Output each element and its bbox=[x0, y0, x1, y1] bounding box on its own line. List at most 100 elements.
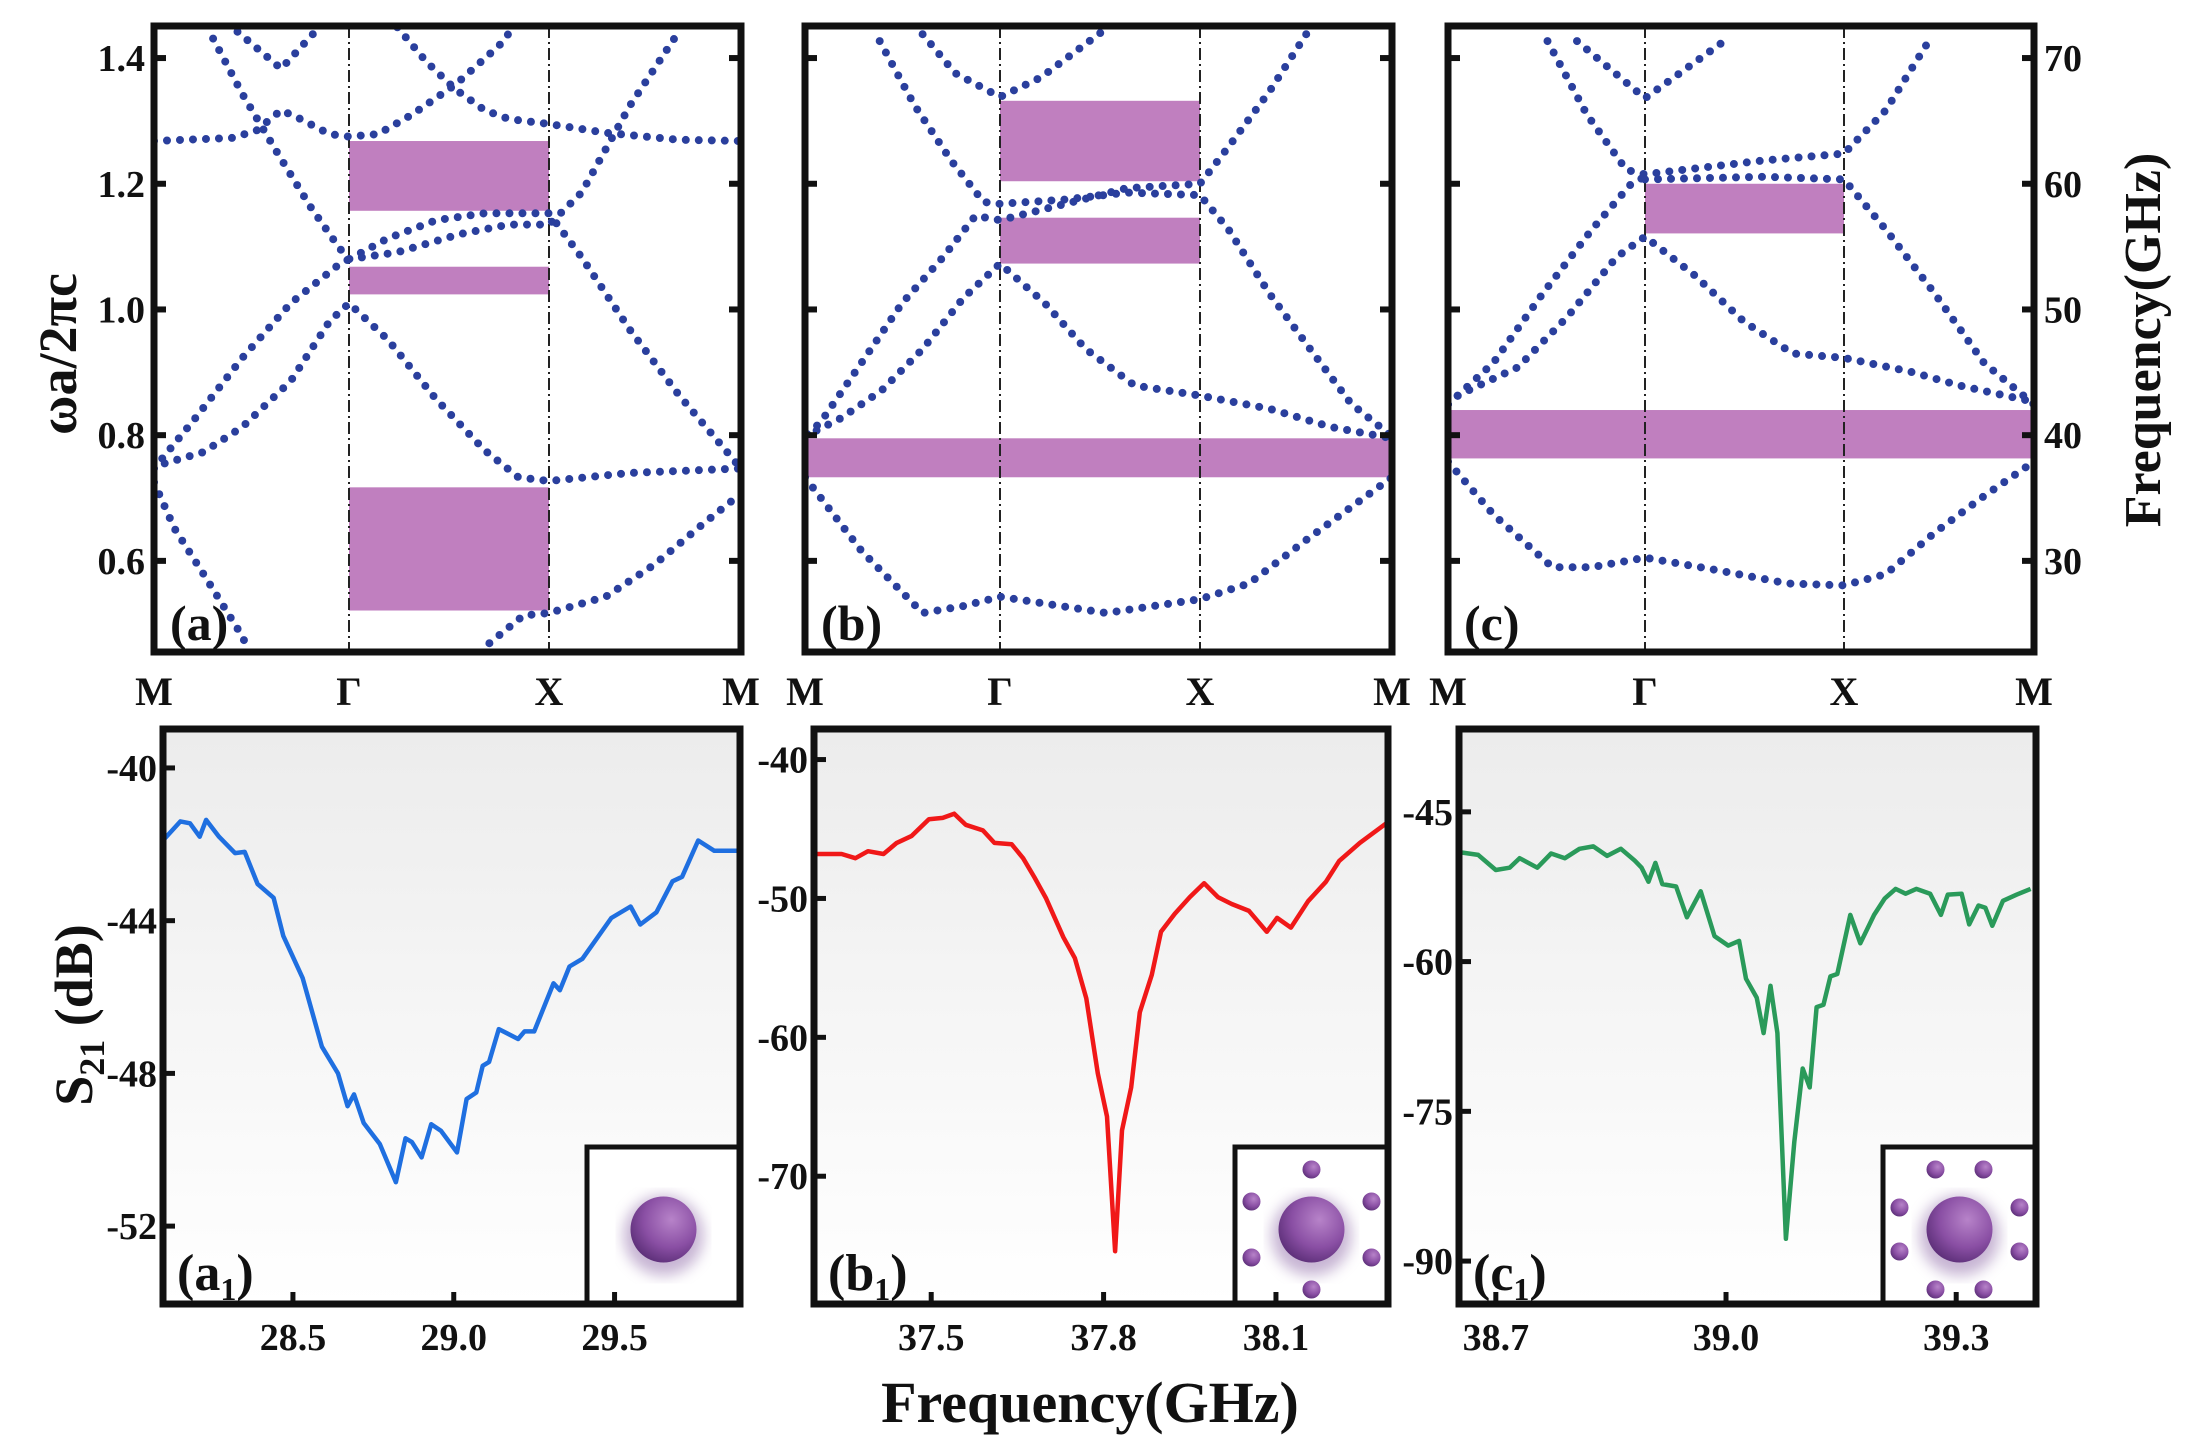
band-3 bbox=[805, 258, 1392, 443]
structure-inset bbox=[584, 1144, 743, 1307]
band-0 bbox=[918, 27, 1106, 102]
k-point-label: M bbox=[1373, 669, 1411, 714]
small-rod-icon bbox=[1926, 1280, 1945, 1299]
panel-frame bbox=[1444, 22, 2038, 656]
k-point-label: M bbox=[786, 669, 824, 714]
panel-label-main: (a bbox=[177, 1245, 220, 1302]
band-gap-0 bbox=[1645, 183, 1844, 234]
band-8 bbox=[485, 489, 741, 648]
band-gap-1 bbox=[1448, 410, 2034, 459]
band-y2-axis-label: Frequency(GHz) bbox=[2115, 153, 2172, 528]
panel-label-sub: 1 bbox=[874, 1271, 890, 1307]
k-point-label: Γ bbox=[336, 669, 361, 714]
panel-label: (b) bbox=[821, 595, 882, 651]
k-point-label: Γ bbox=[1632, 669, 1657, 714]
panel-frame bbox=[810, 725, 1392, 1308]
panel-frame bbox=[801, 22, 1396, 656]
band-gap-0 bbox=[1000, 100, 1200, 182]
small-rod-icon bbox=[1890, 1242, 1909, 1261]
s21-unit: (dB) bbox=[44, 924, 104, 1040]
small-rod-icon bbox=[2010, 1242, 2029, 1261]
band-1 bbox=[1543, 34, 1935, 179]
band-4 bbox=[805, 473, 1392, 618]
x-tick-label: 29.0 bbox=[421, 1317, 488, 1359]
small-rod-icon bbox=[1890, 1198, 1909, 1217]
k-point-label: Γ bbox=[987, 669, 1012, 714]
band-1 bbox=[393, 26, 741, 145]
band-5 bbox=[1448, 457, 2034, 590]
panel-frame bbox=[150, 22, 745, 656]
y-tick-label: -48 bbox=[106, 1053, 157, 1095]
panel-label: (b1) bbox=[828, 1245, 908, 1307]
plot-area bbox=[1448, 26, 2034, 652]
band-0 bbox=[1573, 37, 1729, 104]
y-tick-label: 1.0 bbox=[98, 289, 146, 331]
band-2 bbox=[805, 30, 1311, 441]
x-tick-label: 38.7 bbox=[1463, 1317, 1530, 1359]
panel-label-main: (c bbox=[1473, 1245, 1513, 1302]
s21-curve bbox=[162, 817, 737, 1185]
s21-panel-c1: 38.7 39.0 39.3 -45 -60 -75 -90 (c1) bbox=[1402, 725, 2040, 1359]
large-rod-icon bbox=[1926, 1196, 1993, 1263]
small-rod-icon bbox=[1302, 1160, 1321, 1179]
panel-label-sub: 1 bbox=[1513, 1271, 1529, 1307]
band-7 bbox=[154, 478, 252, 652]
panel-frame bbox=[1455, 725, 2040, 1308]
band-panel-b: M Γ X M (b) bbox=[786, 22, 1411, 714]
band-5 bbox=[154, 255, 353, 473]
y-tick-label: -40 bbox=[757, 740, 808, 782]
small-rod-icon bbox=[2010, 1198, 2029, 1217]
x-tick-label: 39.3 bbox=[1923, 1317, 1990, 1359]
s21-panel-a1: 28.5 29.0 29.5 -40 -44 -48 -52 (a1) bbox=[106, 725, 744, 1359]
k-point-label: M bbox=[1429, 669, 1467, 714]
structure-inset bbox=[1880, 1144, 2039, 1307]
band-gap-1 bbox=[349, 266, 549, 295]
y-tick-label: -60 bbox=[1402, 942, 1453, 984]
large-rod-icon bbox=[1278, 1196, 1345, 1263]
large-rod-icon bbox=[630, 1196, 697, 1263]
k-point-label: M bbox=[135, 669, 173, 714]
x-tick-label: 39.0 bbox=[1693, 1317, 1760, 1359]
y-tick-label: 0.8 bbox=[98, 415, 146, 457]
s21-x-axis-label: Frequency(GHz) bbox=[881, 1370, 1299, 1435]
plot-area bbox=[154, 26, 741, 652]
small-rod-icon bbox=[1242, 1248, 1261, 1267]
y-tick-label: -44 bbox=[106, 901, 157, 943]
panel-label-main: (b bbox=[828, 1245, 874, 1302]
y-tick-label: -70 bbox=[757, 1156, 808, 1198]
band-y-axis-label: ωa/2πc bbox=[28, 273, 88, 435]
plot-area bbox=[805, 26, 1392, 652]
y-tick-label: 1.2 bbox=[98, 164, 146, 206]
small-rod-icon bbox=[1362, 1192, 1381, 1211]
band-gap-2 bbox=[349, 487, 549, 611]
band-panel-c: M Γ X M (c) 30 40 50 60 70 bbox=[1429, 22, 2082, 714]
y2-tick-label: 70 bbox=[2044, 38, 2082, 80]
x-tick-label: 37.5 bbox=[898, 1317, 965, 1359]
band-0 bbox=[154, 26, 518, 145]
panel-label: (a) bbox=[170, 595, 228, 651]
panel-label: (c1) bbox=[1473, 1245, 1547, 1307]
s21-y-axis-label: S21 (dB) bbox=[44, 924, 112, 1106]
s21-subscript: 21 bbox=[72, 1040, 112, 1076]
y2-tick-label: 60 bbox=[2044, 164, 2082, 206]
x-tick-label: 38.1 bbox=[1243, 1317, 1310, 1359]
band-4 bbox=[345, 27, 683, 264]
y-tick-label: -45 bbox=[1402, 792, 1453, 834]
panel-label-end: ) bbox=[1529, 1245, 1546, 1302]
panel-label-sub: 1 bbox=[220, 1271, 236, 1307]
k-point-label: X bbox=[535, 669, 564, 714]
small-rod-icon bbox=[1302, 1280, 1321, 1299]
band-gap-0 bbox=[349, 141, 549, 211]
band-4 bbox=[1448, 231, 2034, 409]
band-6 bbox=[160, 297, 741, 486]
s21-panel-b1: 37.5 37.8 38.1 -40 -50 -60 -70 (b1) bbox=[757, 725, 1392, 1359]
y2-tick-label: 30 bbox=[2044, 541, 2082, 583]
band-1 bbox=[875, 37, 1392, 441]
y-tick-label: 0.6 bbox=[98, 541, 146, 583]
band-2 bbox=[1641, 172, 2034, 409]
k-point-label: X bbox=[1186, 669, 1215, 714]
band-3 bbox=[1448, 172, 1649, 409]
panel-label-end: ) bbox=[890, 1245, 907, 1302]
s21-curve bbox=[813, 811, 1390, 1254]
y-tick-label: -75 bbox=[1402, 1091, 1453, 1133]
